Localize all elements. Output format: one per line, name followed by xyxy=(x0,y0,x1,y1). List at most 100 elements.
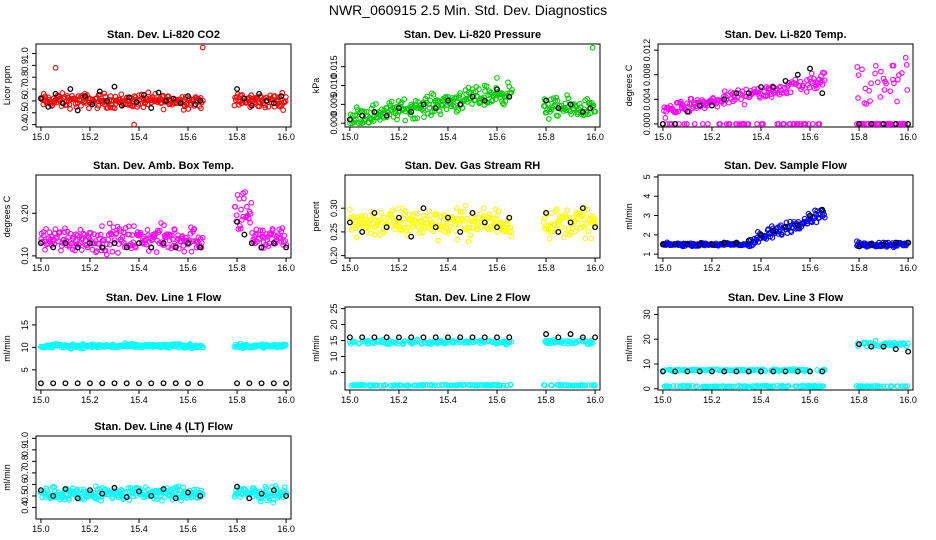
reference-point xyxy=(708,368,715,375)
data-point xyxy=(688,96,695,102)
points-layer xyxy=(659,54,912,127)
data-point xyxy=(546,236,553,242)
data-point xyxy=(407,111,414,118)
reference-point xyxy=(140,92,147,98)
data-point xyxy=(347,120,353,127)
data-point xyxy=(555,113,561,119)
data-point xyxy=(198,105,204,112)
y-tick-label: 0.8 xyxy=(20,455,30,468)
data-point xyxy=(755,239,762,245)
data-point xyxy=(420,382,427,388)
data-point xyxy=(821,70,828,76)
reference-point xyxy=(192,101,199,108)
data-point xyxy=(395,338,402,344)
data-point xyxy=(65,234,71,241)
data-point xyxy=(855,72,862,79)
data-point xyxy=(494,228,501,235)
panel-title: Stan. Dev. Line 2 Flow xyxy=(415,292,531,304)
reference-point xyxy=(420,205,427,212)
data-point xyxy=(368,230,375,237)
y-tick-label: 0.10 xyxy=(20,247,30,265)
data-point xyxy=(576,100,583,107)
data-point xyxy=(68,240,75,247)
data-point xyxy=(509,86,515,93)
data-point xyxy=(153,249,160,255)
reference-point xyxy=(60,100,66,107)
data-point xyxy=(383,105,390,111)
data-point xyxy=(156,227,163,234)
data-point xyxy=(485,338,492,344)
data-point xyxy=(457,209,464,215)
data-point xyxy=(283,341,289,348)
data-point xyxy=(854,64,861,70)
reference-point xyxy=(45,103,52,110)
data-point xyxy=(880,383,887,390)
x-tick-label: 15.0 xyxy=(32,524,50,534)
reference-point xyxy=(248,102,255,109)
y-tick-label: 15 xyxy=(329,336,339,346)
x-tick-label: 15.4 xyxy=(752,263,770,273)
data-point xyxy=(874,383,880,390)
data-point xyxy=(694,383,701,389)
reference-point xyxy=(37,240,44,247)
data-point xyxy=(866,87,872,94)
data-point xyxy=(267,232,274,238)
data-point xyxy=(279,89,286,96)
data-point xyxy=(898,70,905,76)
data-point xyxy=(466,224,473,231)
x-tick-label: 15.0 xyxy=(32,395,50,405)
data-point xyxy=(96,486,103,492)
data-point xyxy=(118,91,125,98)
data-point xyxy=(543,109,550,116)
reference-point xyxy=(672,120,679,127)
data-point xyxy=(868,383,875,390)
x-tick-label: 15.8 xyxy=(850,395,868,405)
reference-point xyxy=(856,120,863,127)
plot-frame xyxy=(35,435,292,520)
data-point xyxy=(200,344,206,351)
data-point xyxy=(442,228,449,235)
x-tick-label: 15.0 xyxy=(654,395,672,405)
reference-point xyxy=(346,219,353,226)
reference-point xyxy=(408,334,415,341)
data-point xyxy=(84,244,91,251)
reference-point xyxy=(346,116,353,123)
data-point xyxy=(93,249,99,256)
data-point xyxy=(755,89,762,96)
data-point xyxy=(115,99,122,105)
data-point xyxy=(262,491,268,498)
reference-point xyxy=(807,65,813,72)
data-point xyxy=(668,121,675,127)
x-tick-label: 15.8 xyxy=(228,263,246,273)
data-point xyxy=(191,226,198,232)
reference-point xyxy=(270,487,277,494)
reference-point xyxy=(758,231,764,238)
x-tick-label: 15.8 xyxy=(537,395,555,405)
reference-point xyxy=(234,483,241,490)
reference-point xyxy=(37,95,44,102)
reference-point xyxy=(733,368,740,375)
reference-point xyxy=(50,244,57,251)
data-point xyxy=(113,230,120,237)
y-tick-label: 0 xyxy=(642,386,652,391)
y-tick-label: 0.4 xyxy=(20,501,30,514)
data-point xyxy=(402,117,409,124)
data-point xyxy=(378,209,385,216)
data-point xyxy=(414,210,421,217)
data-point xyxy=(794,121,801,127)
data-point xyxy=(891,80,897,87)
reference-point xyxy=(395,214,402,221)
data-point xyxy=(821,214,828,221)
reference-point xyxy=(359,112,366,119)
data-point xyxy=(52,226,59,233)
reference-point xyxy=(684,241,691,248)
data-point xyxy=(75,241,82,248)
reference-point xyxy=(136,380,142,387)
data-point xyxy=(283,242,290,248)
y-axis-label: ml/min xyxy=(2,464,12,491)
panel-title: Stan. Dev. Line 4 (LT) Flow xyxy=(94,421,233,433)
data-point xyxy=(486,211,493,218)
data-point xyxy=(661,104,668,111)
data-point xyxy=(106,220,113,227)
data-point xyxy=(362,212,368,219)
